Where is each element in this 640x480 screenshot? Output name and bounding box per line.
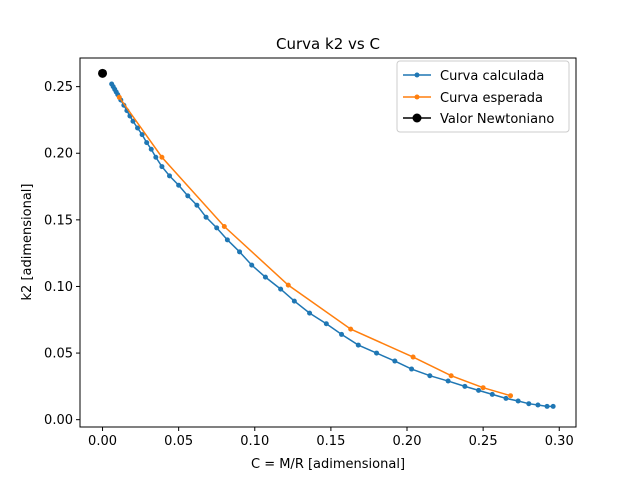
legend-label-esperada: Curva esperada bbox=[440, 91, 543, 106]
data-point-curva-calculada bbox=[476, 387, 482, 393]
chart-title: Curva k2 vs C bbox=[276, 35, 380, 53]
data-point-curva-calculada bbox=[135, 125, 141, 131]
data-point-curva-calculada bbox=[535, 402, 541, 408]
y-tick-label: 0.20 bbox=[44, 147, 73, 162]
legend-label-calculada: Curva calculada bbox=[440, 69, 544, 84]
y-axis-label: k2 [adimensional] bbox=[20, 184, 35, 301]
data-point-curva-calculada bbox=[139, 132, 145, 138]
data-point-curva-calculada bbox=[214, 225, 220, 231]
data-point-curva-calculada bbox=[185, 193, 191, 199]
data-point-curva-calculada bbox=[515, 398, 521, 404]
x-tick-label: 0.10 bbox=[240, 434, 269, 449]
x-axis-label: C = M/R [adimensional] bbox=[251, 457, 405, 472]
data-point-curva-calculada bbox=[307, 310, 313, 316]
x-tick-label: 0.25 bbox=[469, 434, 498, 449]
y-tick-label: 0.15 bbox=[44, 213, 73, 228]
y-tick-label: 0.00 bbox=[44, 413, 73, 428]
data-point-curva-calculada bbox=[237, 249, 243, 255]
data-point-curva-calculada bbox=[167, 173, 173, 179]
data-point-curva-calculada bbox=[159, 164, 165, 170]
data-point-curva-calculada bbox=[462, 383, 468, 389]
data-point-curva-calculada bbox=[148, 146, 154, 152]
data-point-curva-calculada bbox=[550, 403, 556, 409]
data-point-curva-calculada bbox=[374, 350, 380, 356]
legend-marker-newtoniano bbox=[412, 113, 422, 123]
data-point-curva-calculada bbox=[176, 182, 182, 188]
data-point-curva-calculada bbox=[203, 214, 209, 220]
plot-frame bbox=[79, 57, 577, 428]
legend-marker-calculada bbox=[414, 72, 420, 78]
data-point-curva-calculada bbox=[489, 391, 495, 397]
data-point-valor-newtoniano bbox=[98, 68, 108, 78]
y-tick-label: 0.25 bbox=[44, 80, 73, 95]
data-point-curva-calculada bbox=[392, 358, 398, 364]
data-point-curva-calculada bbox=[544, 403, 550, 409]
series-curva-esperada bbox=[116, 94, 514, 399]
data-point-curva-esperada bbox=[508, 393, 514, 399]
data-point-curva-calculada bbox=[355, 342, 361, 348]
legend: Curva calculada Curva esperada Valor New… bbox=[396, 60, 570, 133]
x-tick-label: 0.05 bbox=[164, 434, 193, 449]
data-point-curva-esperada bbox=[116, 94, 122, 100]
legend-box bbox=[396, 60, 570, 133]
y-tick-label: 0.10 bbox=[44, 280, 73, 295]
data-point-curva-calculada bbox=[427, 373, 433, 379]
plot-area bbox=[98, 68, 556, 409]
x-tick-label: 0.30 bbox=[545, 434, 574, 449]
x-tick-label: 0.00 bbox=[88, 434, 117, 449]
data-point-curva-esperada bbox=[448, 373, 454, 379]
data-point-curva-calculada bbox=[249, 262, 255, 268]
data-point-curva-calculada bbox=[503, 395, 509, 401]
data-point-curva-esperada bbox=[410, 354, 416, 360]
data-point-curva-esperada bbox=[285, 282, 291, 288]
legend-marker-esperada bbox=[414, 94, 420, 100]
data-point-curva-calculada bbox=[339, 331, 345, 337]
x-tick-label: 0.15 bbox=[316, 434, 345, 449]
data-point-curva-calculada bbox=[224, 237, 230, 243]
data-point-curva-calculada bbox=[526, 401, 532, 407]
data-point-curva-esperada bbox=[348, 326, 354, 332]
data-point-curva-calculada bbox=[409, 366, 415, 372]
x-tick-label: 0.20 bbox=[393, 434, 422, 449]
data-point-curva-esperada bbox=[221, 224, 227, 230]
data-point-curva-calculada bbox=[153, 154, 159, 160]
data-point-curva-calculada bbox=[323, 321, 329, 327]
data-point-curva-calculada bbox=[194, 202, 200, 208]
data-point-curva-calculada bbox=[445, 378, 451, 384]
data-point-curva-calculada bbox=[278, 286, 284, 292]
x-axis: 0.00 0.05 0.10 0.15 0.20 0.25 0.30 bbox=[88, 427, 574, 449]
y-tick-label: 0.05 bbox=[44, 347, 73, 362]
data-point-curva-calculada bbox=[291, 298, 297, 304]
data-point-curva-calculada bbox=[262, 274, 268, 280]
data-point-curva-calculada bbox=[130, 118, 136, 124]
series-valor-newtoniano bbox=[98, 68, 108, 78]
data-point-curva-esperada bbox=[480, 385, 486, 391]
legend-label-newtoniano: Valor Newtoniano bbox=[440, 112, 554, 127]
series-line-curva-calculada bbox=[111, 83, 554, 408]
y-axis: 0.00 0.05 0.10 0.15 0.20 0.25 bbox=[44, 80, 80, 428]
data-point-curva-calculada bbox=[144, 140, 150, 146]
data-point-curva-esperada bbox=[159, 154, 165, 160]
